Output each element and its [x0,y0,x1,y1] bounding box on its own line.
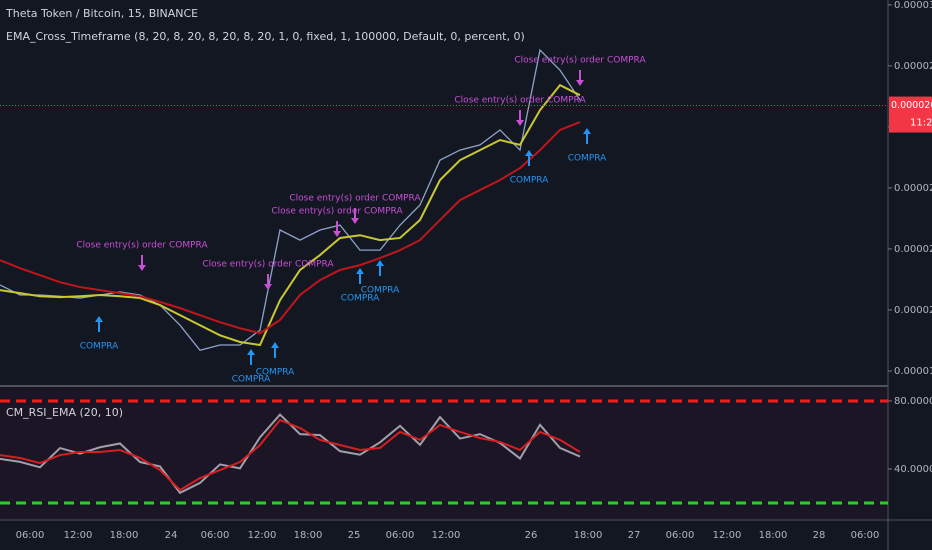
close-label: Close entry(s) order COMPRA [271,207,403,217]
x-tick-label: 06:00 [666,530,695,541]
close-label: Close entry(s) order COMPRA [202,260,334,270]
buy-label: COMPRA [80,342,119,352]
x-tick-label: 24 [165,530,178,541]
series-line [0,83,581,347]
x-tick-label: 25 [348,530,361,541]
y-tick-label: 40.0000 [894,464,932,475]
buy-label: COMPRA [341,294,380,304]
buy-label: COMPRA [568,154,607,164]
x-tick-label: 12:00 [64,530,93,541]
buy-label: COMPRA [510,176,549,186]
x-tick-label: 06:00 [386,530,415,541]
countdown-label: 11:22 [910,118,932,129]
price-label-box [889,96,932,133]
x-tick-label: 06:00 [201,530,230,541]
x-tick-label: 18:00 [294,530,323,541]
x-tick-label: 27 [628,530,641,541]
y-tick-label: 0.00002200 [894,244,932,255]
current-price-label: 0.00002670 [891,100,932,111]
x-tick-label: 26 [525,530,538,541]
buy-arrow [356,268,364,284]
buy-arrow [95,316,103,332]
y-tick-label: 0.00003000 [894,0,932,11]
buy-label: COMPRA [256,368,295,378]
x-tick-label: 18:00 [759,530,788,541]
buy-label: COMPRA [361,286,400,296]
x-tick-label: 06:00 [16,530,45,541]
rsi-pane [0,388,888,519]
y-tick-label: 0.00002400 [894,183,932,194]
buy-arrow [376,260,384,276]
close-arrow [138,255,146,271]
series-line [0,121,581,335]
x-tick-label: 28 [813,530,826,541]
y-tick-label: 80.0000 [894,396,932,407]
x-tick-label: 06:00 [851,530,880,541]
y-tick-label: 0.00002800 [894,61,932,72]
buy-arrow [271,342,279,358]
y-tick-label: 0.00002000 [894,305,932,316]
buy-arrow [247,349,255,365]
x-tick-label: 18:00 [574,530,603,541]
chart-title: Theta Token / Bitcoin, 15, BINANCE [5,7,198,20]
close-label: Close entry(s) order COMPRA [454,96,586,106]
buy-arrow [583,128,591,144]
close-arrow [264,274,272,290]
close-arrow [576,70,584,86]
close-label: Close entry(s) order COMPRA [289,194,421,204]
rsi-title: CM_RSI_EMA (20, 10) [6,406,123,419]
x-tick-label: 12:00 [713,530,742,541]
close-arrow [516,110,524,126]
buy-arrow [525,150,533,166]
close-arrow [351,208,359,224]
x-tick-label: 12:00 [432,530,461,541]
series-line [0,418,581,492]
buy-label: COMPRA [232,375,271,385]
close-label: Close entry(s) order COMPRA [76,241,208,251]
x-tick-label: 12:00 [248,530,277,541]
close-label: Close entry(s) order COMPRA [514,56,646,66]
close-arrow [333,221,341,237]
y-tick-label: 0.00001800 [894,366,932,377]
indicator-title: EMA_Cross_Timeframe (8, 20, 8, 20, 8, 20… [6,30,525,43]
x-tick-label: 18:00 [110,530,139,541]
